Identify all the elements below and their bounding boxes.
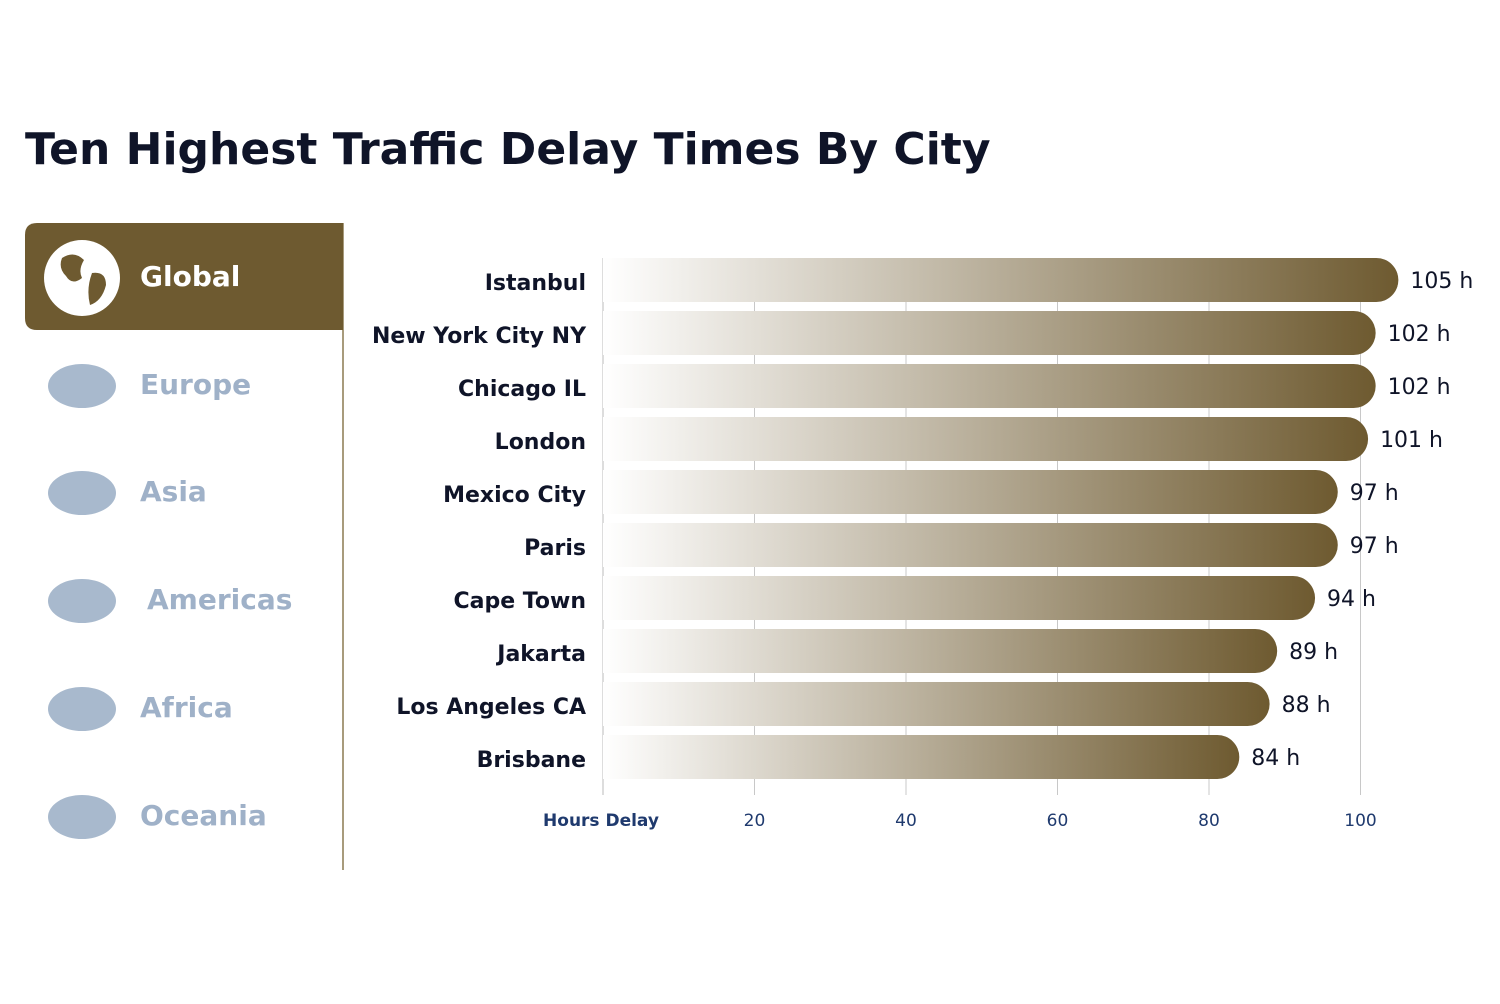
- value-label: 102 h: [1388, 375, 1451, 400]
- bar: [603, 417, 1369, 461]
- x-tick-label: 100: [1344, 811, 1376, 831]
- y-tick-label: Los Angeles CA: [396, 695, 586, 720]
- x-tick-label: 40: [895, 811, 917, 831]
- x-tick-label: 80: [1198, 811, 1220, 831]
- region-tab[interactable]: Americas: [48, 579, 292, 623]
- y-tick-label: London: [495, 430, 586, 455]
- bar: [603, 311, 1376, 355]
- bar: [603, 682, 1270, 726]
- plot: 20 40 60 80 100 Hours Delay Istanbul 105 h New Y…: [372, 258, 1473, 831]
- region-label: Africa: [140, 691, 233, 724]
- region-label: Americas: [147, 583, 292, 616]
- chart-title: Ten Highest Traffic Delay Times By City: [25, 124, 991, 175]
- y-tick-label: Cape Town: [453, 589, 586, 614]
- value-label: 94 h: [1327, 587, 1376, 612]
- bar: [603, 735, 1240, 779]
- bar: [603, 364, 1376, 408]
- bar: [603, 629, 1278, 673]
- bar: [603, 470, 1338, 514]
- region-label: Asia: [140, 475, 207, 508]
- region-label: Global: [140, 260, 240, 293]
- bar: [603, 576, 1316, 620]
- bar: [603, 523, 1338, 567]
- value-label: 105 h: [1410, 269, 1473, 294]
- x-axis-label: Hours Delay: [543, 811, 659, 831]
- region-label: Europe: [140, 368, 251, 401]
- x-tick-label: 60: [1047, 811, 1069, 831]
- region-icon: [48, 579, 116, 623]
- bar: [603, 258, 1399, 302]
- region-tab[interactable]: Global: [25, 223, 343, 330]
- y-tick-label: Istanbul: [485, 271, 586, 296]
- y-tick-label: Jakarta: [495, 642, 586, 667]
- region-icon: [48, 795, 116, 839]
- value-label: 88 h: [1282, 693, 1331, 718]
- region-tab[interactable]: Europe: [48, 364, 251, 408]
- region-tab[interactable]: Asia: [48, 471, 207, 515]
- y-tick-label: Chicago IL: [458, 377, 586, 402]
- value-label: 84 h: [1251, 746, 1300, 771]
- region-icon: [48, 471, 116, 515]
- x-tick-label: 20: [744, 811, 766, 831]
- value-label: 102 h: [1388, 322, 1451, 347]
- region-tab[interactable]: Oceania: [48, 795, 267, 839]
- globe-land: [60, 254, 106, 305]
- y-tick-label: Mexico City: [443, 483, 586, 508]
- value-label: 101 h: [1380, 428, 1443, 453]
- y-tick-label: Brisbane: [477, 748, 586, 773]
- region-icon: [48, 687, 116, 731]
- sidebar: Global Europe Asia Americas Africa Oceania: [25, 223, 344, 870]
- region-label: Oceania: [140, 799, 267, 832]
- value-label: 89 h: [1289, 640, 1338, 665]
- region-icon: [48, 364, 116, 408]
- y-tick-label: Paris: [524, 536, 586, 561]
- region-tab[interactable]: Africa: [48, 687, 233, 731]
- value-label: 97 h: [1350, 534, 1399, 559]
- value-label: 97 h: [1350, 481, 1399, 506]
- y-tick-label: New York City NY: [372, 324, 587, 349]
